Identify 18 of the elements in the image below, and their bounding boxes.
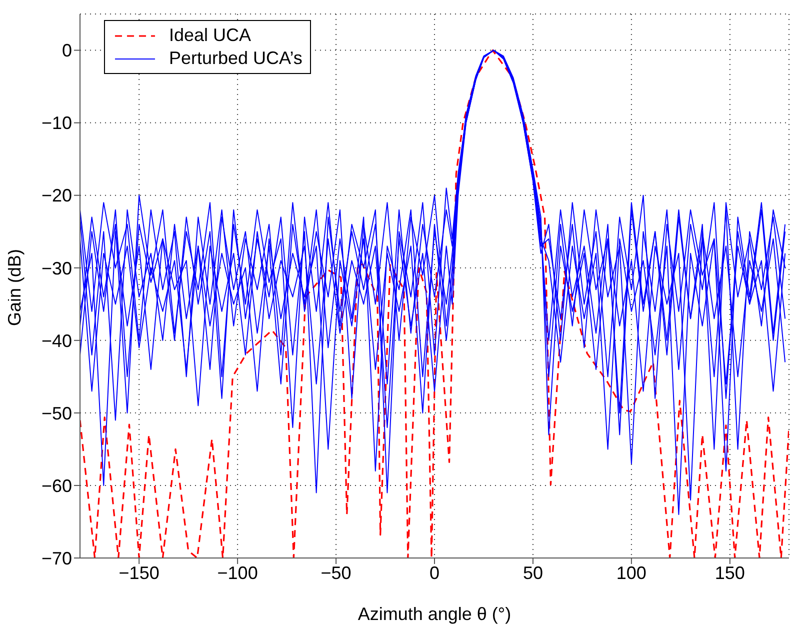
x-tick-label: −50 xyxy=(320,562,352,583)
y-tick-label: −20 xyxy=(41,186,72,206)
x-tick-label: 150 xyxy=(714,562,745,583)
legend-label: Perturbed UCA’s xyxy=(169,47,302,70)
x-tick-label: −150 xyxy=(118,562,160,583)
x-tick-label: 0 xyxy=(429,562,440,583)
y-tick-label: −10 xyxy=(41,113,72,134)
y-tick-label: −50 xyxy=(41,403,72,424)
x-tick-label: −100 xyxy=(217,562,258,583)
y-tick-label: −30 xyxy=(41,258,72,278)
y-tick-label: 0 xyxy=(62,40,72,61)
legend-label: Ideal UCA xyxy=(169,24,252,47)
x-tick-label: 50 xyxy=(522,562,543,583)
x-tick-label: 100 xyxy=(616,562,646,583)
x-axis-title: Azimuth angle θ (°) xyxy=(358,604,512,624)
y-tick-label: −60 xyxy=(41,476,72,496)
y-tick-label: −40 xyxy=(41,330,72,351)
y-tick-label: −70 xyxy=(41,548,72,568)
